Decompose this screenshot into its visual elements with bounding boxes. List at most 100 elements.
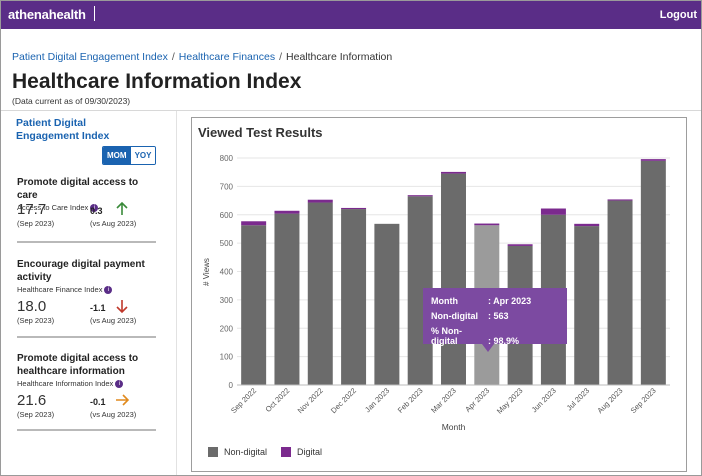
arrow-right-icon — [116, 394, 130, 406]
metric-title: Promote digital access to care — [17, 177, 139, 201]
bar-non-digital[interactable] — [441, 173, 466, 385]
legend-label-digital[interactable]: Digital — [297, 447, 323, 457]
period-toggle: MOM YOY — [102, 146, 157, 165]
breadcrumb-link-engagement[interactable]: Patient Digital Engagement Index — [12, 51, 168, 63]
breadcrumb-current: Healthcare Information — [286, 51, 393, 63]
arrow-up-icon — [116, 201, 128, 215]
bar-non-digital[interactable] — [341, 209, 367, 385]
bar-digital[interactable] — [341, 207, 367, 210]
metric-date: (Sep 2023) — [17, 410, 55, 419]
x-tick-label: Sep 2022 — [229, 386, 258, 415]
page-title: Healthcare Information Index — [12, 70, 302, 93]
bar-digital[interactable] — [607, 199, 633, 201]
x-tick-label: Mar 2023 — [429, 386, 458, 415]
y-tick-label: 600 — [220, 211, 234, 220]
tooltip-value: : Apr 2023 — [488, 296, 532, 306]
x-tick-label: Jan 2023 — [363, 386, 391, 414]
x-tick-label: Apr 2023 — [463, 386, 491, 414]
bar-digital[interactable] — [507, 244, 533, 246]
sidebar-title: Patient Digital Engagement Index — [16, 117, 110, 142]
metric-date: (Sep 2023) — [17, 219, 55, 228]
tooltip-key: % Non-digital — [431, 326, 462, 346]
y-tick-label: 300 — [220, 296, 234, 305]
breadcrumb-link-finances[interactable]: Healthcare Finances — [178, 51, 276, 63]
x-tick-label: Aug 2023 — [595, 386, 624, 415]
info-icon[interactable]: i — [104, 286, 113, 294]
x-tick-label: Oct 2022 — [263, 386, 291, 414]
metric-title: Encourage digital payment activity — [17, 259, 145, 283]
legend-label-non-digital[interactable]: Non-digital — [224, 447, 268, 457]
top-bar: athenahealth Logout — [1, 1, 701, 29]
toggle-mom[interactable]: MOM — [103, 147, 131, 164]
x-tick-label: Nov 2022 — [296, 386, 325, 415]
bar-digital[interactable] — [474, 223, 500, 226]
metric-value: 17.7 — [17, 201, 47, 218]
bar-digital[interactable] — [540, 208, 566, 215]
metric-compare: (vs Aug 2023) — [90, 316, 137, 325]
toggle-yoy[interactable]: YOY — [130, 147, 156, 164]
logout-link[interactable]: Logout — [659, 9, 697, 21]
metric-delta: -1.1 — [90, 303, 106, 313]
bar-non-digital[interactable] — [274, 213, 300, 385]
info-icon[interactable]: i — [90, 204, 99, 212]
data-as-of: (Data current as of 09/30/2023) — [12, 96, 131, 106]
legend-swatch-non-digital[interactable] — [208, 447, 218, 457]
x-tick-label: Dec 2022 — [329, 386, 358, 415]
metric-divider — [17, 241, 156, 243]
x-tick-label: Sep 2023 — [629, 386, 658, 415]
metric-access-to-care[interactable]: Promote digital access to care Access to… — [17, 176, 157, 244]
bar-non-digital[interactable] — [607, 200, 633, 385]
y-tick-label: 500 — [220, 239, 234, 248]
tooltip-key: Month — [431, 296, 458, 306]
info-icon[interactable]: i — [115, 380, 124, 388]
bar-digital[interactable] — [307, 199, 333, 203]
metric-healthcare-information[interactable]: Promote digital access to healthcare inf… — [17, 352, 157, 432]
x-tick-label: Feb 2023 — [396, 386, 425, 415]
bar-non-digital[interactable] — [241, 225, 267, 385]
bar-digital[interactable] — [441, 171, 466, 174]
bar-chart: 0 100 200 300 400 500 600 700 800 # Views Sep 2022… — [202, 154, 670, 432]
breadcrumb: Patient Digital Engagement Index / Healthc… — [12, 51, 393, 63]
y-tick-label: 0 — [229, 381, 234, 390]
metric-divider — [17, 429, 156, 431]
bar-non-digital[interactable] — [374, 223, 400, 385]
metric-delta: -0.1 — [90, 397, 106, 407]
metric-healthcare-finance[interactable]: Encourage digital payment activity Healt… — [17, 258, 157, 340]
tooltip-pointer — [482, 344, 494, 352]
tooltip-value: : 98.9% — [488, 336, 520, 346]
metric-value: 18.0 — [17, 298, 47, 315]
y-tick-label: 400 — [220, 268, 234, 277]
header-divider — [1, 110, 701, 111]
tooltip-key: Non-digital — [431, 311, 478, 321]
metric-delta: 0.3 — [90, 206, 103, 216]
bar-non-digital[interactable] — [640, 160, 666, 385]
metric-compare: (vs Aug 2023) — [90, 219, 137, 228]
bar-digital[interactable] — [241, 221, 267, 226]
bar-digital[interactable] — [407, 195, 433, 197]
y-tick-label: 700 — [220, 182, 234, 191]
metric-value: 21.6 — [17, 392, 47, 409]
bar-digital[interactable] — [274, 210, 300, 214]
tooltip-value: : 563 — [488, 311, 509, 321]
bar-non-digital[interactable] — [307, 202, 333, 385]
bar-digital[interactable] — [640, 159, 666, 161]
legend-swatch-digital[interactable] — [281, 447, 291, 457]
bar-non-digital[interactable] — [574, 226, 600, 385]
y-tick-label: 800 — [220, 154, 234, 163]
y-axis-title: # Views — [202, 258, 211, 286]
metric-subtitle: Healthcare Information Index — [17, 379, 114, 388]
x-axis-title: Month — [442, 422, 466, 432]
y-tick-label: 100 — [220, 353, 234, 362]
chart-title: Viewed Test Results — [198, 125, 323, 140]
x-tick-label: May 2023 — [495, 386, 525, 416]
bar-digital[interactable] — [574, 223, 600, 227]
metric-date: (Sep 2023) — [17, 316, 55, 325]
chart-panel — [191, 117, 687, 472]
x-tick-label: Jun 2023 — [530, 386, 558, 414]
arrow-down-icon — [116, 300, 128, 314]
metric-subtitle: Access to Care Index — [17, 203, 89, 212]
chart-tooltip: Month : Apr 2023 Non-digital : 563 % Non-d… — [423, 288, 567, 352]
sidebar-separator — [176, 111, 177, 475]
metric-subtitle: Healthcare Finance Index — [17, 285, 103, 294]
brand-logo[interactable]: athenahealth — [8, 6, 95, 22]
